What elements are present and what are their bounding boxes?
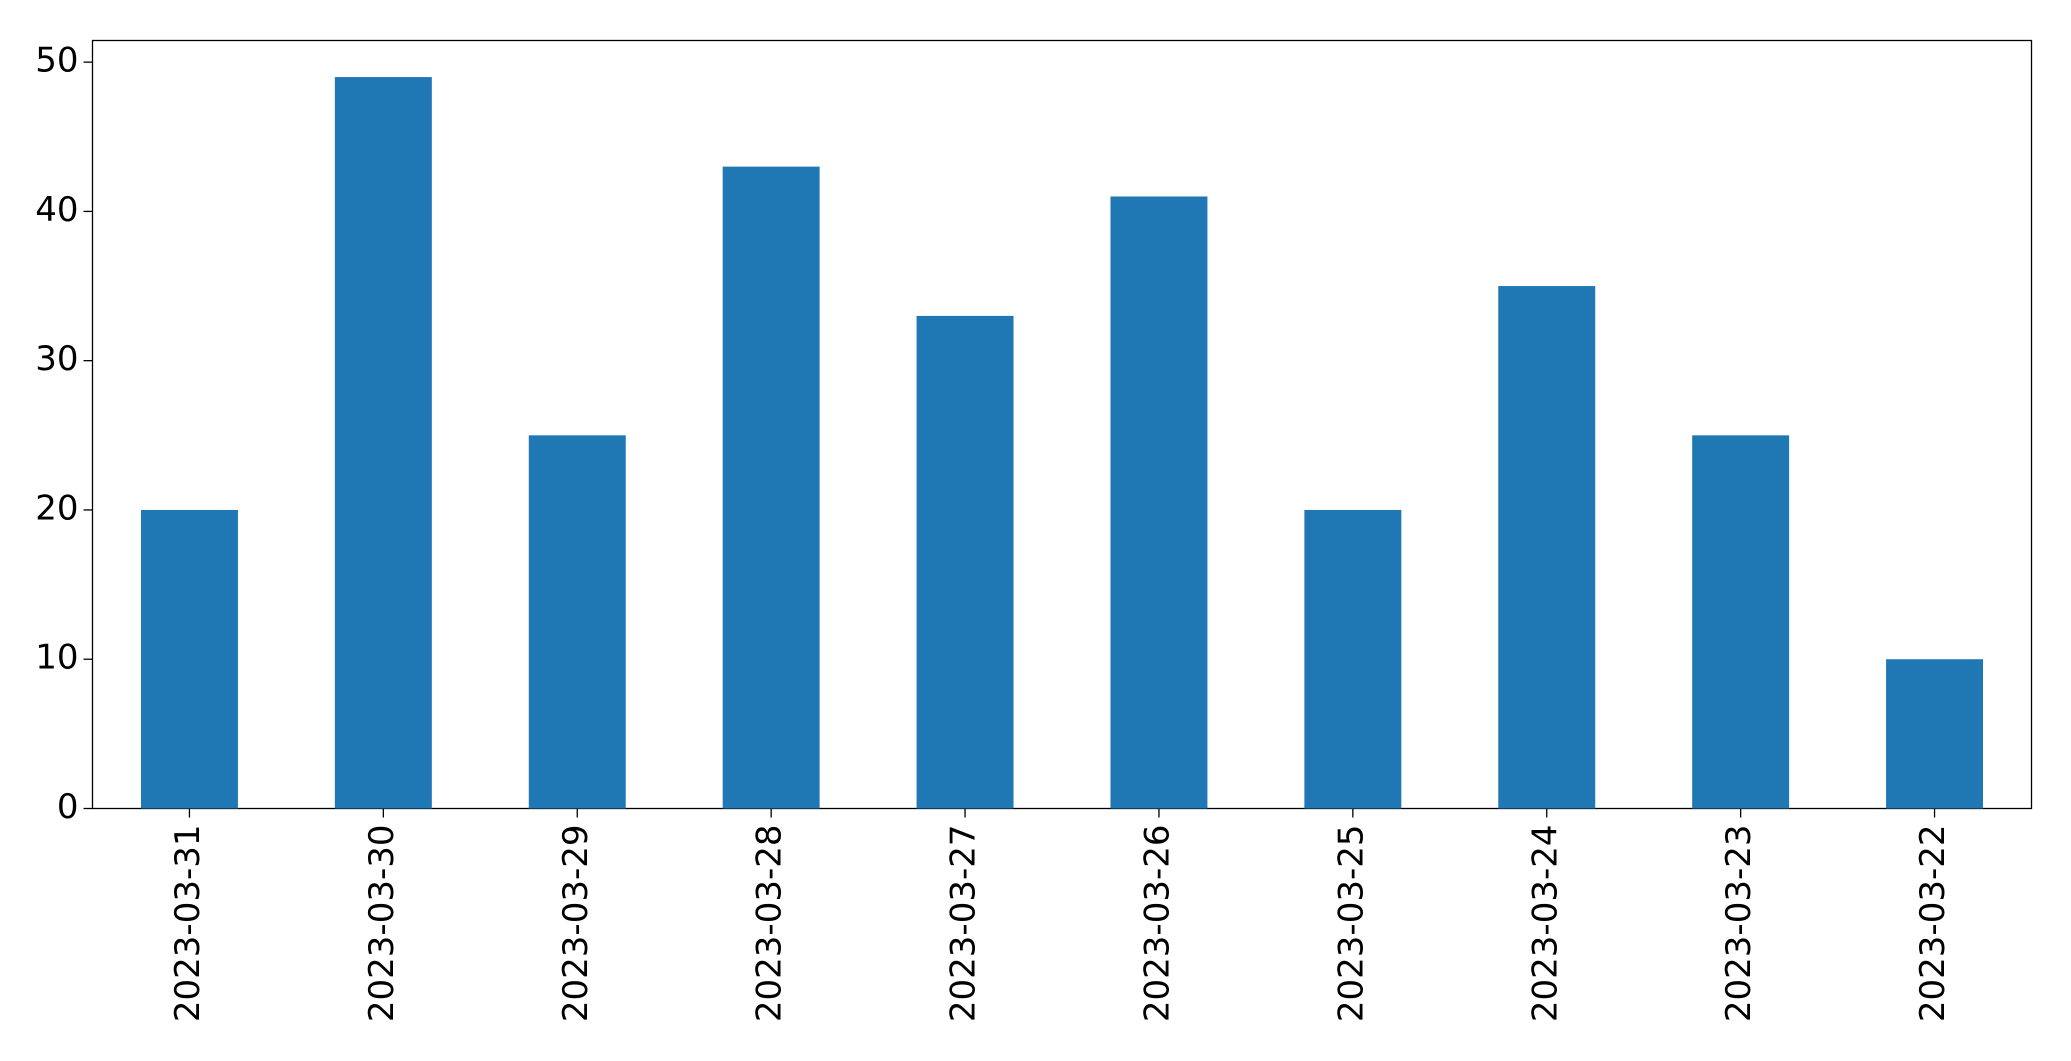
- x-tick-label: 2023-03-27: [944, 825, 984, 1023]
- bar: [1886, 659, 1984, 809]
- bar: [528, 435, 626, 809]
- y-tick-label: 0: [57, 787, 79, 827]
- bar: [1498, 286, 1596, 809]
- y-tick-label: 20: [35, 488, 78, 528]
- x-tick-label: 2023-03-25: [1331, 825, 1371, 1023]
- bar: [1304, 509, 1402, 809]
- x-tick-label: 2023-03-28: [750, 825, 790, 1023]
- x-tick-label: 2023-03-23: [1719, 825, 1759, 1023]
- bar: [140, 509, 238, 809]
- plot-frame: [91, 39, 2033, 810]
- y-tick-label: 30: [35, 339, 78, 379]
- bar: [1692, 435, 1790, 809]
- bar: [1110, 196, 1208, 809]
- x-tick-label: 2023-03-22: [1913, 825, 1953, 1023]
- x-tick-label: 2023-03-26: [1137, 825, 1177, 1023]
- y-tick-label: 50: [35, 41, 78, 81]
- x-tick-label: 2023-03-30: [362, 825, 402, 1023]
- x-tick-label: 2023-03-29: [556, 825, 596, 1023]
- y-tick-label: 40: [35, 190, 78, 230]
- x-tick-label: 2023-03-24: [1525, 825, 1565, 1023]
- bar: [334, 77, 432, 809]
- x-tick-label: 2023-03-31: [168, 825, 208, 1023]
- bar: [722, 166, 820, 809]
- y-tick-label: 10: [35, 638, 78, 678]
- bar: [916, 315, 1014, 809]
